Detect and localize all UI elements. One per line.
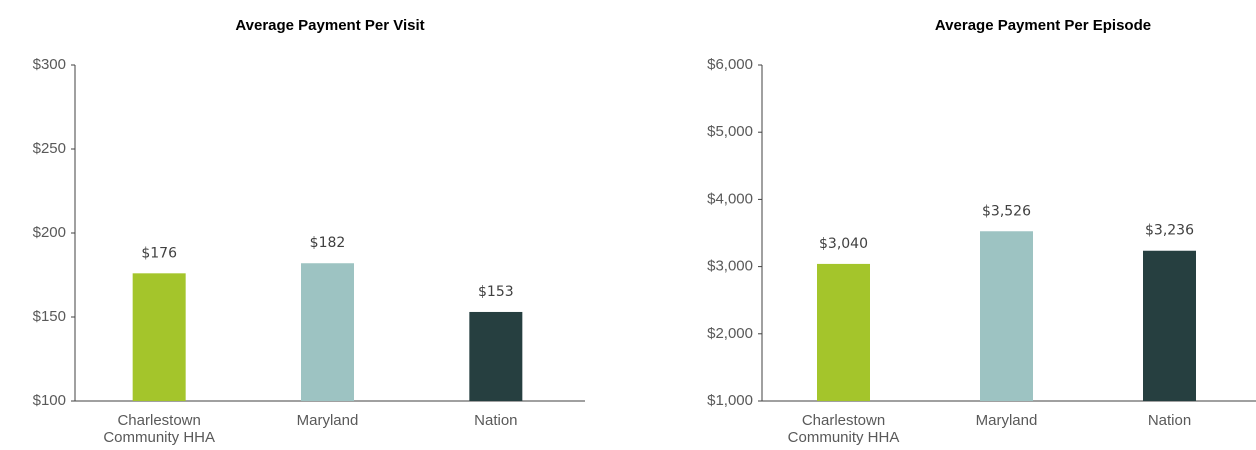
bar [980, 231, 1033, 401]
x-tick-label: Maryland [296, 412, 359, 429]
y-tick-label: $300 [33, 56, 66, 73]
y-tick-label: $2,000 [707, 325, 753, 342]
chart: Average Payment Per Episode $1,000 $2,000 $… [707, 17, 1256, 446]
chart-title: Average Payment Per Visit [235, 17, 424, 34]
x-tick-label: Charlestown Community HHA [787, 412, 900, 446]
x-label-box: Nation [1147, 412, 1192, 429]
chart-title: Average Payment Per Episode [935, 17, 1151, 34]
x-label-box: Maryland [296, 412, 359, 429]
value-label: $153 [478, 284, 514, 300]
y-tick-label: $6,000 [707, 56, 753, 73]
value-label: $3,526 [982, 203, 1031, 219]
y-tick-label: $250 [33, 140, 66, 157]
bar [132, 273, 186, 401]
value-label: $3,236 [1145, 223, 1194, 239]
y-tick-label: $4,000 [707, 190, 753, 207]
y-tick-label: $150 [33, 308, 66, 325]
bar [817, 263, 870, 401]
value-label: $176 [141, 245, 177, 261]
bar [301, 263, 354, 401]
bar [1143, 250, 1196, 401]
x-label-box: Maryland [975, 412, 1038, 429]
y-tick-label: $5,000 [707, 123, 753, 140]
y-tick-label: $3,000 [707, 258, 753, 275]
chart: Average Payment Per Visit $100 $150 $200 $25… [33, 17, 585, 446]
value-label: $182 [310, 235, 346, 251]
y-tick-label: $100 [33, 392, 66, 409]
x-tick-label: Nation [474, 412, 518, 429]
x-label-box: Charlestown Community HHA [103, 412, 215, 446]
y-tick-label: $200 [33, 224, 66, 241]
x-tick-label: Maryland [975, 412, 1038, 429]
x-tick-label: Charlestown Community HHA [103, 412, 215, 446]
value-label: $3,040 [819, 236, 868, 252]
y-tick-label: $1,000 [707, 392, 753, 409]
bar [469, 311, 523, 401]
x-label-box: Nation [474, 412, 518, 429]
x-label-box: Charlestown Community HHA [787, 412, 900, 446]
x-tick-label: Nation [1147, 412, 1192, 429]
